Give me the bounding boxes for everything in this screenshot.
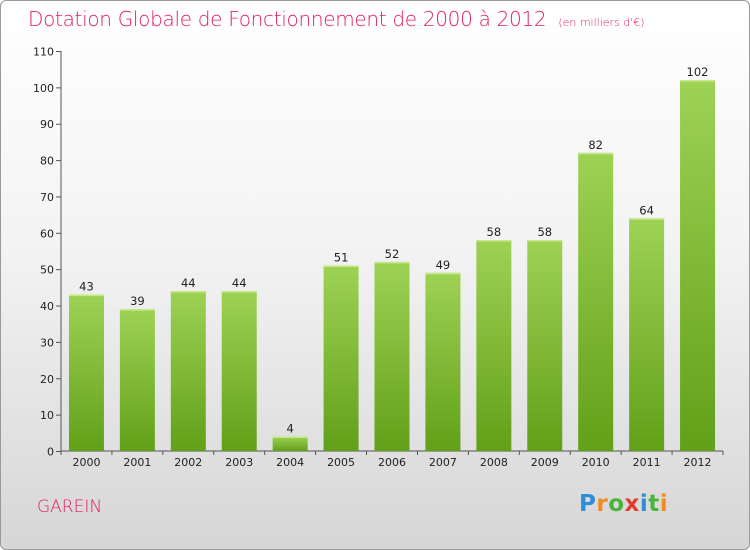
bar [374,261,410,451]
data-label: 102 [687,65,709,79]
x-tick-label: 2003 [225,456,253,469]
y-tick-label: 40 [40,300,54,313]
x-tick-label: 2002 [174,456,202,469]
chart-title: Dotation Globale de Fonctionnement de 20… [28,7,645,31]
bar-highlight [680,80,716,82]
logo-letter: i [659,491,669,517]
data-label: 82 [588,138,603,152]
data-label: 39 [130,294,145,308]
bar [629,218,665,451]
data-label: 51 [334,251,349,265]
bar [119,309,155,451]
y-tick-label: 20 [40,373,54,386]
title-unit: (en milliers d'€) [558,16,645,29]
x-tick-label: 2001 [123,456,151,469]
bar [680,80,716,451]
logo-letter: P [579,491,597,517]
bar-highlight [527,240,563,242]
x-tick-label: 2008 [480,456,508,469]
bar-highlight [119,309,155,311]
x-tick-label: 2012 [684,456,712,469]
logo-letter: t [648,491,660,517]
logo-letter: i [639,491,649,517]
data-label: 64 [639,203,654,217]
data-label: 44 [232,276,247,290]
x-tick-label: 2007 [429,456,457,469]
bar-highlight [374,261,410,264]
logo-letter: r [596,491,609,517]
x-tick-label: 2004 [276,456,304,469]
x-tick-label: 2010 [582,456,610,469]
bar [425,272,461,451]
bar [221,291,257,451]
bar [272,436,308,451]
proxiti-logo: Proxiti [579,491,668,517]
bar-highlight [323,265,359,268]
data-labels: 2000 43 2001 39 2002 44 2003 44 2004 4 2005 51 2006 5… [72,65,711,469]
x-tick-label: 2006 [378,456,406,469]
y-tick-label: 90 [40,118,54,131]
bar-highlight [425,272,461,275]
x-tick-label: 2009 [531,456,559,469]
y-tick-label: 100 [33,82,54,95]
logo-letter: x [624,491,640,517]
y-tick-label: 80 [40,155,54,168]
bar [527,240,563,451]
y-tick-label: 110 [33,46,54,59]
data-label: 52 [385,247,400,261]
y-tick-label: 60 [40,227,54,240]
x-tick-label: 2005 [327,456,355,469]
bar-highlight [272,436,308,438]
data-label: 58 [487,225,502,239]
data-label: 44 [181,276,196,290]
y-tick-label: 50 [40,264,54,277]
data-label: 49 [436,258,451,272]
x-tick-label: 2000 [72,456,100,469]
bar [476,240,512,451]
bar [170,291,206,451]
y-tick-label: 0 [47,446,54,459]
y-tick-label: 10 [40,409,54,422]
data-label: 43 [79,280,94,294]
data-label: 4 [286,421,293,435]
bar [68,294,104,451]
bar-highlight [170,291,206,293]
bar-highlight [221,291,257,293]
bars [68,80,716,451]
title-text: Dotation Globale de Fonctionnement de 20… [28,7,547,31]
y-tick-label: 30 [40,336,54,349]
bar-highlight [68,294,104,297]
x-tick-label: 2011 [633,456,661,469]
bar [323,265,359,451]
bar-highlight [629,218,665,220]
logo-letter: o [608,491,625,517]
bar-highlight [476,240,512,242]
bar [578,152,614,451]
data-label: 58 [537,225,552,239]
y-tick-label: 70 [40,191,54,204]
bar-highlight [578,152,614,155]
commune-name: GAREIN [37,497,103,517]
